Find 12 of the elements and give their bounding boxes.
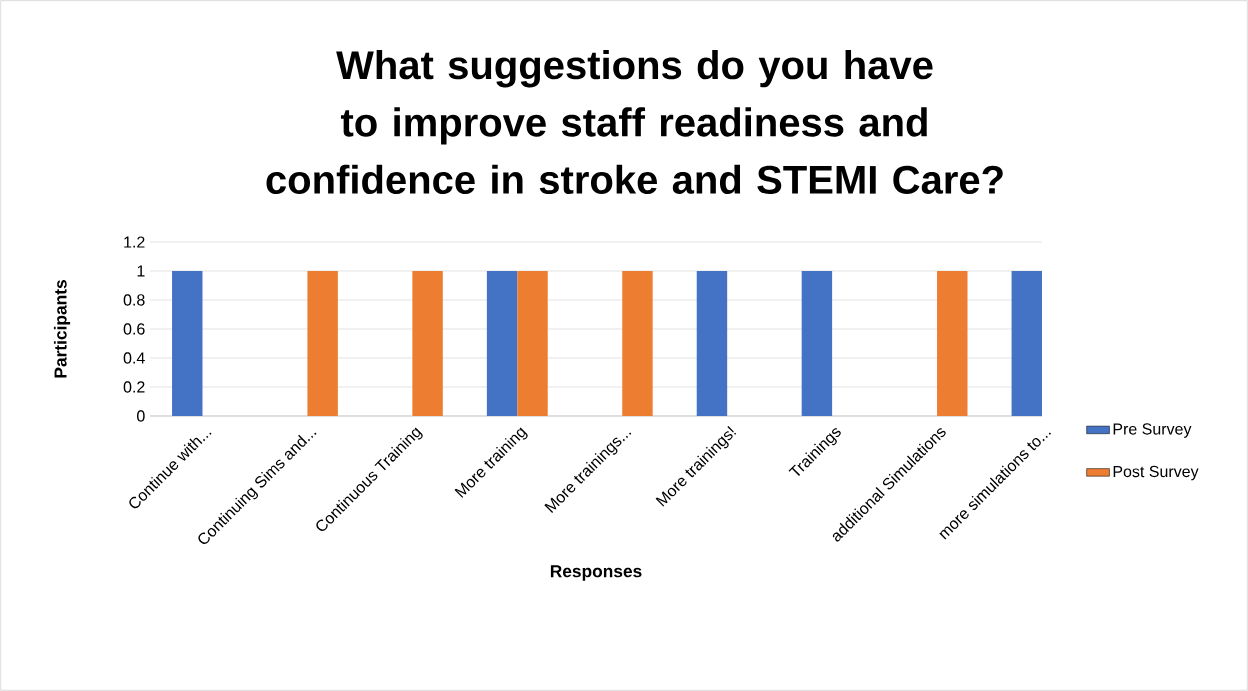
y-axis-title: Participants	[53, 280, 71, 378]
chart-title: What suggestions do you have to improve staff readiness and confidence in stroke and STEMI Care?	[266, 49, 1003, 195]
y-tick-label: 0.6	[123, 323, 145, 335]
y-tick-label: 0	[137, 410, 145, 422]
y-tick-label: 0.2	[123, 381, 145, 393]
legend-label: Post Survey	[1113, 465, 1199, 481]
legend-label: Pre Survey	[1113, 423, 1192, 438]
y-tick-label: 1.2	[124, 236, 145, 248]
y-tick-label: 0.4	[123, 352, 145, 364]
y-tick-label: 0.8	[123, 294, 145, 306]
x-axis-title: Responses	[550, 565, 642, 581]
y-tick-label: 1	[137, 265, 145, 277]
